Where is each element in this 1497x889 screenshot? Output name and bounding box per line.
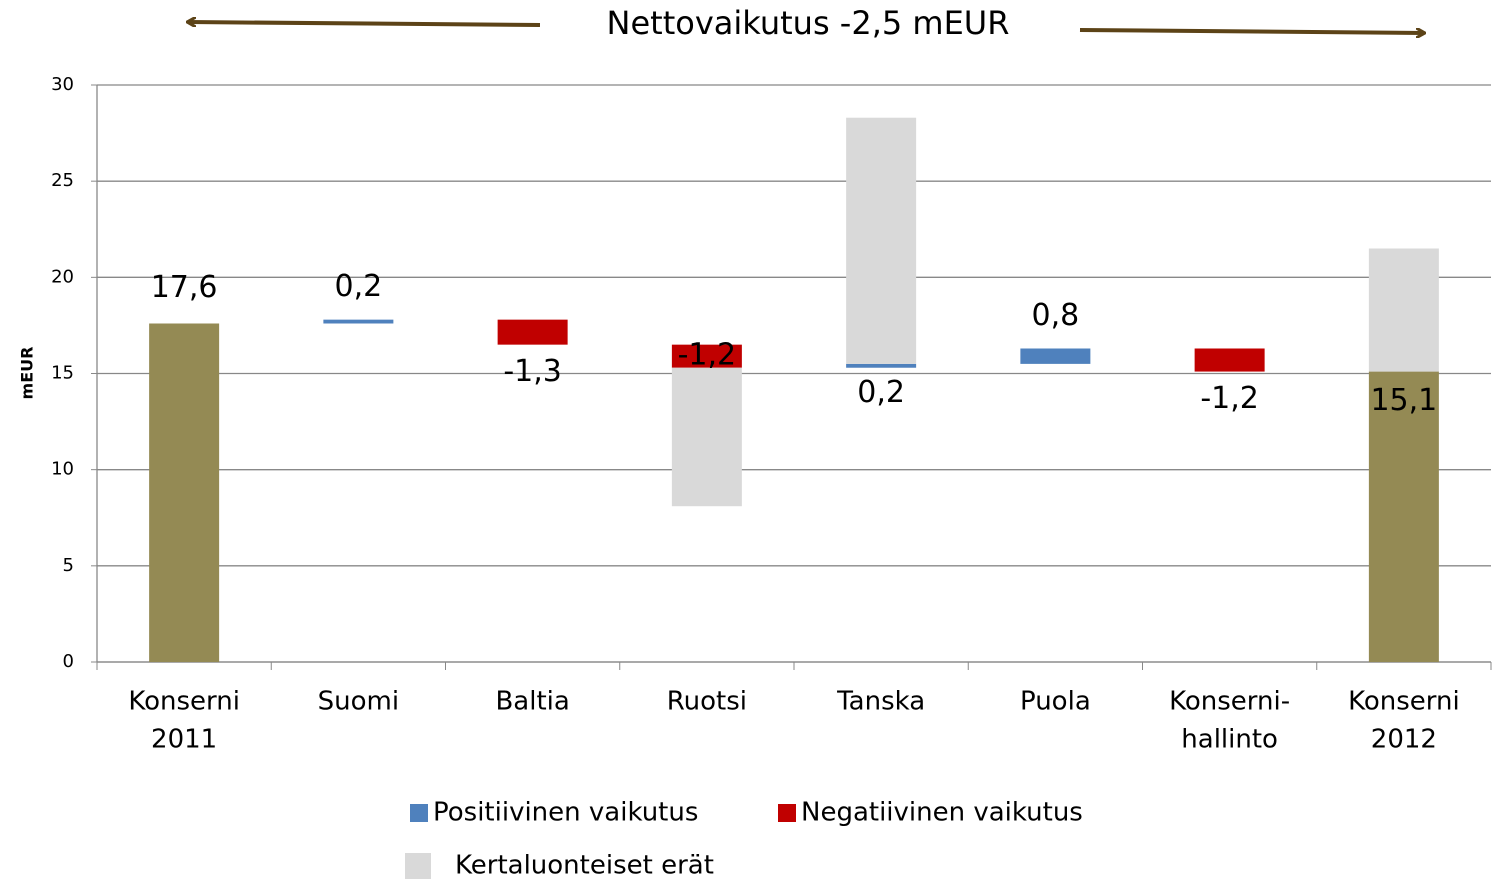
x-tick-label: Konserni (1348, 687, 1460, 717)
data-label: -1,2 (1200, 381, 1259, 416)
legend-label: Positiivinen vaikutus (433, 798, 698, 828)
y-tick-label: 25 (51, 170, 74, 191)
arrow-left (188, 22, 541, 25)
negative-bar (1194, 348, 1265, 372)
data-label: 17,6 (151, 270, 218, 305)
y-axis-label: mEUR (18, 347, 37, 400)
total-bar (1368, 371, 1439, 662)
y-tick-label: 10 (51, 459, 74, 480)
one-time-bar (671, 367, 742, 507)
x-tick-label: Konserni (128, 687, 240, 717)
x-tick-label: Suomi (318, 687, 399, 717)
one-time-bar (1368, 248, 1439, 372)
x-tick-label: 2011 (151, 725, 217, 755)
x-tick-label: Puola (1020, 687, 1091, 717)
negative-bar (497, 319, 568, 345)
positive-bar (1020, 348, 1091, 364)
positive-bar (323, 319, 394, 324)
data-label: -1,3 (503, 354, 562, 389)
data-label: 0,8 (1032, 298, 1080, 333)
negative-bar (671, 344, 742, 368)
y-tick-label: 0 (63, 651, 74, 672)
legend-label: Kertaluonteiset erät (455, 851, 714, 881)
x-tick-label: Konserni- (1169, 687, 1290, 717)
positive-bar (846, 363, 917, 368)
data-label: 0,2 (857, 375, 905, 410)
total-bar (149, 323, 220, 662)
y-tick-label: 20 (51, 266, 74, 287)
x-tick-label: hallinto (1181, 725, 1278, 755)
data-label: 0,2 (335, 269, 383, 304)
one-time-bar (846, 117, 917, 364)
y-tick-label: 15 (51, 363, 74, 384)
legend-label: Negatiivinen vaikutus (801, 798, 1083, 828)
data-label: 15,1 (1370, 383, 1437, 418)
x-tick-label: Tanska (836, 687, 925, 717)
chart-title: Nettovaikutus -2,5 mEUR (607, 4, 1010, 42)
legend-swatch (405, 853, 431, 879)
x-tick-label: Baltia (495, 687, 569, 717)
legend-swatch (410, 804, 428, 822)
legend-swatch (778, 804, 796, 822)
x-tick-label: 2012 (1371, 725, 1437, 755)
x-tick-label: Ruotsi (667, 687, 747, 717)
y-tick-label: 30 (51, 74, 74, 95)
y-tick-label: 5 (63, 555, 74, 576)
arrow-right (1079, 30, 1424, 33)
data-label: -1,2 (678, 338, 737, 373)
